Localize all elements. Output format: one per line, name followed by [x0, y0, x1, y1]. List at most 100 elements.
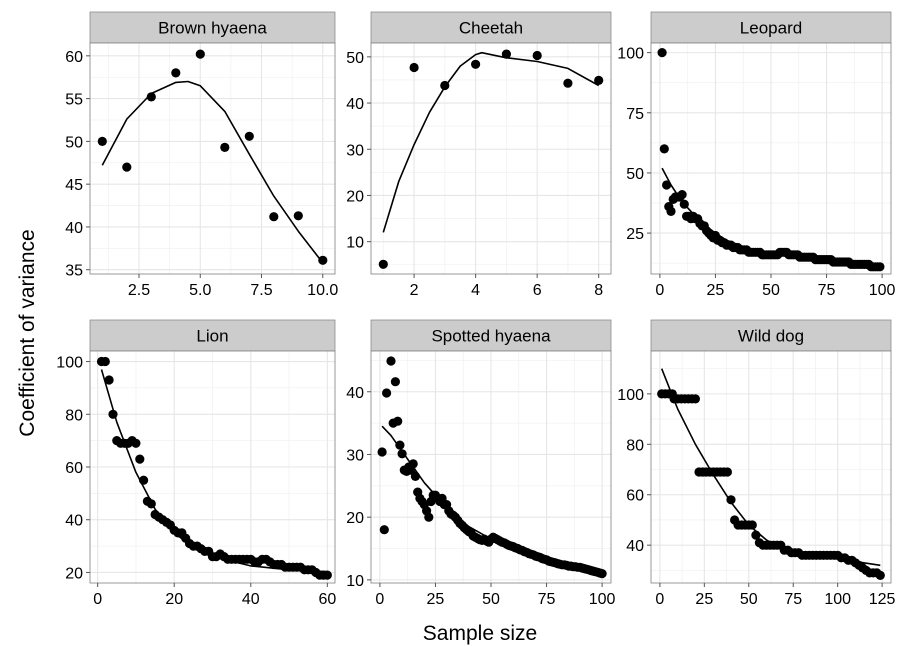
y-tick-label: 10 [346, 235, 364, 252]
data-point [471, 59, 481, 69]
data-point [97, 136, 107, 146]
x-tick-label: 5.0 [189, 282, 211, 299]
data-point [408, 459, 418, 469]
data-point [100, 356, 110, 367]
data-point [146, 92, 156, 102]
data-point [139, 475, 149, 485]
data-point [104, 375, 114, 385]
data-point [378, 259, 388, 269]
panel-title: Cheetah [459, 19, 523, 38]
smooth-fit-line [101, 80, 324, 264]
y-tick-label: 80 [626, 437, 644, 454]
x-tick-label: 0 [655, 282, 664, 299]
data-point [662, 180, 672, 190]
data-point [379, 525, 389, 535]
panel-6: Wild dog 0 25 50 75 100 125 40 60 80 100 [617, 319, 896, 608]
x-tick-label: 0 [375, 591, 384, 608]
panel-title: Leopard [740, 19, 802, 38]
data-point [722, 467, 733, 477]
y-tick-label: 40 [346, 385, 364, 402]
data-point [131, 438, 141, 448]
y-tick-label: 50 [626, 166, 644, 183]
y-tick-label: 35 [65, 263, 83, 280]
data-point [410, 471, 420, 481]
data-point [657, 48, 667, 58]
x-tick-label: 0 [93, 591, 102, 608]
panel-title: Brown hyaena [158, 19, 267, 38]
data-point [322, 570, 332, 580]
x-axis-label: Sample size [423, 622, 537, 645]
data-point [393, 416, 403, 426]
data-point [386, 356, 396, 366]
data-point [122, 162, 132, 172]
data-point [532, 50, 542, 61]
x-tick-label: 75 [818, 282, 836, 299]
data-point [244, 131, 254, 141]
data-point [269, 212, 279, 222]
x-tick-label: 75 [784, 591, 802, 608]
data-point [501, 49, 511, 59]
panel-strip [650, 11, 892, 44]
data-point [293, 211, 303, 221]
smooth-fit-line [382, 51, 600, 233]
data-point [377, 447, 387, 457]
data-point [594, 75, 604, 85]
y-tick-label: 60 [65, 49, 83, 66]
y-tick-label: 55 [65, 92, 83, 109]
panel-strip [650, 319, 892, 352]
x-tick-label: 8 [594, 282, 603, 299]
x-tick-label: 100 [824, 591, 851, 608]
y-tick-label: 100 [617, 387, 644, 404]
plot-background [371, 43, 611, 274]
data-point [424, 512, 434, 522]
x-tick-label: 4 [471, 282, 480, 299]
data-point [135, 454, 145, 464]
data-point [659, 144, 669, 154]
x-tick-label: 2 [410, 282, 419, 299]
y-tick-label: 20 [346, 510, 364, 527]
x-tick-label: 50 [762, 282, 780, 299]
panel-border [650, 350, 892, 584]
panel-title: Wild dog [738, 327, 804, 346]
y-tick-label: 40 [346, 96, 364, 113]
x-tick-label: 6 [533, 282, 542, 299]
x-tick-label: 20 [165, 591, 183, 608]
x-tick-label: 100 [869, 282, 896, 299]
x-tick-label: 75 [538, 591, 556, 608]
data-point [171, 68, 181, 78]
data-point [382, 388, 392, 398]
data-point [318, 255, 328, 265]
data-point [390, 377, 400, 387]
data-point [397, 449, 407, 459]
data-point [146, 499, 156, 509]
x-tick-label: 7.5 [250, 282, 272, 299]
y-tick-label: 45 [65, 177, 83, 194]
y-axis-label: Coefficient of variance [16, 229, 39, 436]
y-tick-label: 40 [65, 513, 83, 530]
panel-strip [89, 11, 336, 44]
data-point [747, 520, 757, 530]
y-tick-label: 50 [65, 134, 83, 151]
x-tick-label: 25 [695, 591, 713, 608]
data-point [563, 78, 573, 88]
y-tick-label: 40 [626, 538, 644, 555]
y-tick-label: 10 [346, 573, 364, 590]
data-point [108, 409, 118, 419]
panel-strip [370, 11, 612, 44]
data-point [409, 62, 419, 73]
y-tick-label: 20 [346, 188, 364, 205]
x-tick-label: 60 [318, 591, 336, 608]
data-point [220, 142, 230, 152]
panel-border [89, 42, 336, 275]
data-point [875, 262, 885, 272]
y-tick-label: 40 [65, 220, 83, 237]
data-point [677, 190, 687, 200]
data-point [679, 199, 689, 209]
y-tick-label: 20 [65, 565, 83, 582]
data-point [751, 530, 761, 540]
y-tick-label: 60 [65, 460, 83, 477]
x-tick-label: 50 [482, 591, 500, 608]
data-point [875, 570, 885, 581]
